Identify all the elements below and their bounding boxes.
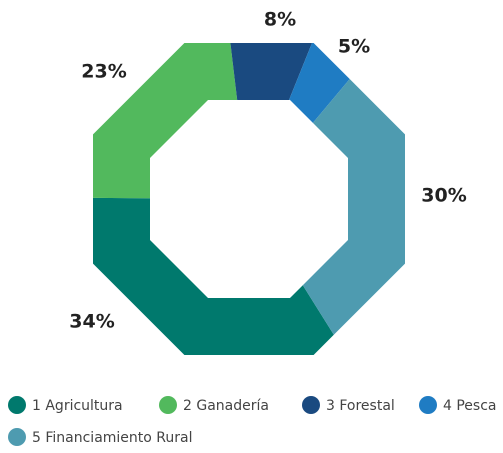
value-label: 8% bbox=[264, 9, 296, 31]
donut-segment bbox=[289, 43, 350, 123]
donut-segment bbox=[230, 43, 312, 100]
legend-label: 4 Pesca bbox=[443, 398, 496, 414]
donut-segment bbox=[93, 43, 238, 199]
legend-marker bbox=[302, 396, 320, 414]
legend-label: 1 Agricultura bbox=[32, 398, 123, 414]
legend-marker bbox=[8, 396, 26, 414]
legend-marker bbox=[159, 396, 177, 414]
legend-label: 2 Ganadería bbox=[183, 398, 269, 414]
donut-segment bbox=[302, 79, 405, 335]
legend-marker bbox=[419, 396, 437, 414]
value-label: 34% bbox=[69, 311, 114, 333]
legend-marker bbox=[8, 428, 26, 446]
legend-label: 5 Financiamiento Rural bbox=[32, 430, 193, 446]
value-label: 30% bbox=[421, 185, 466, 207]
value-label: 5% bbox=[338, 36, 370, 58]
legend-label: 3 Forestal bbox=[326, 398, 395, 414]
donut-segment bbox=[93, 197, 334, 355]
value-label: 23% bbox=[81, 61, 126, 83]
